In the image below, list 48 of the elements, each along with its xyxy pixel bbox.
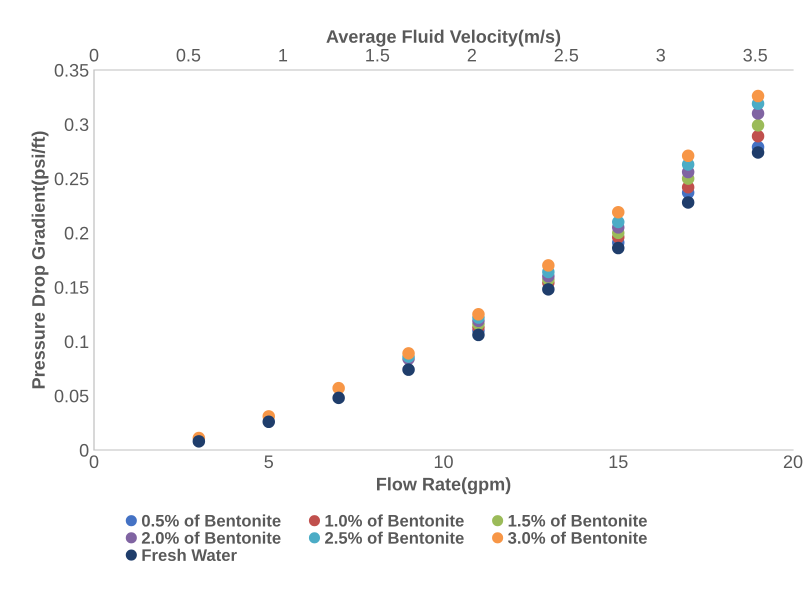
x2-tick-label: 3.5	[743, 48, 768, 62]
y-tick-label: 0.1	[64, 335, 88, 348]
point	[752, 90, 764, 102]
point	[612, 242, 624, 254]
point	[682, 150, 694, 162]
point	[262, 416, 275, 428]
legend-label: 2.5% of Bentonite	[325, 532, 464, 544]
y-axis-title: Pressure Drop Gradient(psi/ft)	[32, 131, 48, 388]
x2-axis-title: Average Fluid Velocity(m/s)	[326, 30, 560, 47]
x2-tick-label: 2.5	[554, 48, 578, 62]
legend-label: 2.0% of Bentonite	[142, 532, 281, 544]
x2-tick-label: 1	[279, 48, 288, 62]
point	[472, 328, 485, 342]
x-tick-label: 5	[264, 456, 274, 468]
y-tick-label: 0.05	[54, 390, 88, 402]
point	[542, 259, 555, 272]
legend-label: 1.0% of Bentonite	[326, 514, 464, 527]
x2-tick-label: 3	[656, 48, 665, 62]
x-axis-title: Flow Rate(gpm)	[377, 477, 510, 494]
x2-tick-label: 2	[468, 48, 476, 62]
y-tick-label: 0.15	[54, 281, 88, 294]
point	[752, 146, 764, 159]
point	[402, 363, 415, 376]
y-tick-label: 0	[80, 444, 88, 457]
x-tick-label: 10	[434, 455, 453, 468]
legend-label: Fresh Water	[142, 548, 237, 562]
legend-label: 3.0% of Bentonite	[508, 532, 647, 544]
y-tick-label: 0.35	[54, 64, 88, 77]
point	[682, 196, 694, 209]
y-tick-label: 0.3	[64, 118, 88, 132]
point	[752, 119, 764, 132]
point	[402, 347, 415, 360]
point	[192, 435, 206, 448]
x2-tick-label: 1.5	[366, 48, 390, 62]
point	[332, 392, 345, 404]
point	[542, 283, 555, 296]
point	[752, 130, 764, 142]
y-tick-label: 0.2	[64, 226, 88, 240]
legend-label: 1.5% of Bentonite	[508, 514, 647, 527]
x-tick-label: 20	[784, 455, 802, 468]
x2-tick-label: 0	[90, 48, 98, 62]
point	[612, 206, 624, 218]
x-tick-label: 0	[90, 455, 98, 468]
y-tick-label: 0.25	[54, 172, 88, 186]
legend-label: 0.5% of Bentonite	[142, 514, 281, 527]
point	[472, 308, 485, 321]
x-tick-label: 15	[610, 456, 628, 468]
x2-tick-label: 0.5	[176, 48, 200, 62]
